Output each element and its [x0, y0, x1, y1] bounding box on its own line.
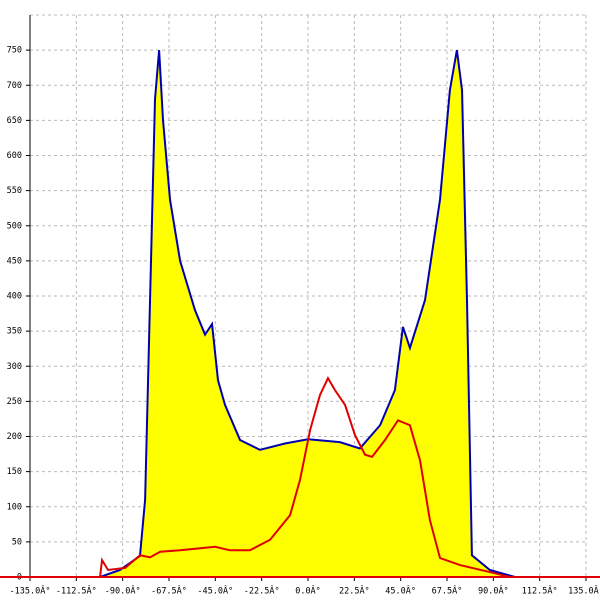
- y-tick-label: 650: [7, 116, 22, 126]
- x-tick-label: 22.5Â°: [339, 585, 370, 597]
- y-tick-label: 200: [7, 432, 22, 442]
- y-tick-label: 550: [7, 186, 22, 196]
- x-tick-label: 90.0Â°: [478, 585, 509, 597]
- y-tick-label: 500: [7, 221, 22, 231]
- x-tick-label: -90.0Â°: [105, 585, 141, 597]
- y-tick-label: 150: [7, 467, 22, 477]
- series-line: [99, 49, 516, 578]
- y-tick-label: 700: [7, 81, 22, 91]
- y-tick-label: 50: [12, 537, 22, 547]
- series-line: [99, 376, 511, 578]
- x-tick-label: 0.0Â°: [295, 585, 321, 597]
- y-tick-label: 300: [7, 362, 22, 372]
- y-tick-label: 600: [7, 151, 22, 161]
- y-tick-label: 400: [7, 292, 22, 302]
- x-tick-label: 45.0Â°: [385, 585, 416, 597]
- x-tick-label: -112.5Â°: [56, 585, 97, 597]
- x-tick-label: 135.0Â°: [568, 585, 600, 597]
- y-tick-label: 100: [7, 502, 22, 512]
- x-tick-label: -45.0Â°: [197, 585, 233, 597]
- y-tick-label: 250: [7, 397, 22, 407]
- y-tick-label: 350: [7, 327, 22, 337]
- y-tick-label: 450: [7, 256, 22, 266]
- x-tick-label: -67.5Â°: [151, 585, 187, 597]
- x-tick-label: -135.0Â°: [10, 585, 51, 597]
- y-tick-label: 750: [7, 46, 22, 56]
- x-tick-label: 67.5Â°: [432, 585, 463, 597]
- x-tick-label: -22.5Â°: [244, 585, 280, 597]
- x-tick-label: 112.5Â°: [522, 585, 558, 597]
